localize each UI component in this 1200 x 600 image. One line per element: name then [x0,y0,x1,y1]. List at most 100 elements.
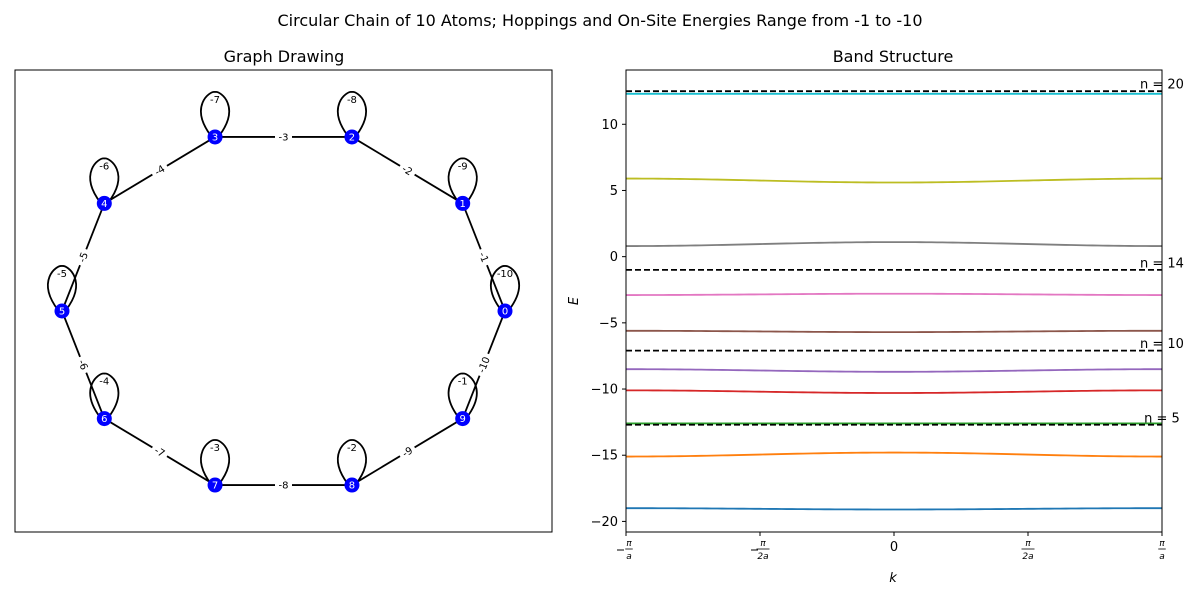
edge-label-bg [396,159,419,180]
onsite-label-6: -4 [99,377,109,388]
node-label-6: 6 [101,414,107,425]
edge-label-bg [149,441,171,462]
onsite-labels: -10 -9 -8 -7 -6 -5 -4 -3 -2 -1 [57,95,513,454]
band-panel: Band Structure n = 20n = 14n = 10n = 5 −… [567,47,1184,586]
edge-label-0-1: -1 [475,246,494,268]
node-7 [207,477,223,493]
threshold-lines: n = 20n = 14n = 10n = 5 [626,78,1184,426]
self-loop-7 [200,439,231,485]
tick-numerator: π [626,539,632,549]
onsite-label-8: -2 [347,443,357,454]
edge-label-text: -9 [401,445,415,460]
edge-label-bg [74,354,93,375]
onsite-label-7: -3 [210,443,220,454]
band-line-6 [626,292,1162,296]
node-3 [207,129,223,145]
self-loop-1 [447,157,478,203]
self-loops [47,91,520,485]
y-axis-label: E [567,296,582,305]
self-loop-4 [89,157,120,203]
tick-numerator: π [760,539,766,549]
edge-label-text: -4 [153,164,167,179]
edge-label-2-3: -3 [275,129,292,143]
tick-denominator: 2a [1022,552,1033,562]
band-line-5 [626,329,1162,334]
x-tick-label: 0 [890,540,898,555]
self-loop-0 [490,265,520,311]
onsite-label-5: -5 [57,269,67,280]
y-tick-label: −5 [599,316,618,331]
onsite-label-4: -6 [99,161,109,172]
edge-label-8-9: -9 [396,441,418,462]
graph-edges [61,136,506,486]
edge-label-1-2: -2 [396,159,419,180]
node-label-5: 5 [59,307,65,318]
edge-label-bg [475,246,494,268]
edge-label-bg [396,441,418,462]
edge-label-text: -6 [75,358,89,371]
y-tick-label: 0 [610,250,618,265]
y-tick-label: 10 [601,118,618,133]
edge-label-text: -2 [400,164,414,179]
x-tick-label: π 2a [750,539,770,562]
edge-label-text: -5 [77,251,91,264]
tick-numerator: π [1159,539,1165,549]
node-0 [497,303,513,319]
x-tick-label: πa [617,539,633,562]
edge-label-text: -8 [279,481,289,492]
edge-label-bg [73,246,92,268]
y-tick-label: −15 [591,449,618,464]
self-loop-5 [47,265,77,311]
node-1 [455,195,471,211]
edge-label-4-5: -5 [73,246,92,268]
tick-denominator: a [626,552,632,562]
node-2 [344,129,360,145]
graph-frame [14,69,553,533]
x-axis-label: k [889,571,897,586]
band-line-4 [626,368,1162,373]
node-label-9: 9 [460,414,466,425]
self-loop-2 [336,91,367,137]
self-loop-8 [336,439,367,485]
band-line-7 [626,241,1162,247]
onsite-label-0: -10 [497,269,513,280]
band-line-0 [626,507,1162,511]
node-9 [455,411,471,427]
figure-suptitle: Circular Chain of 10 Atoms; Hoppings and… [277,11,922,30]
node-label-1: 1 [460,199,466,210]
graph-panel: Graph Drawing -1 -2 -3 -4 -5 -6 -7 -8 -9 -10 0 1 2 3… [14,47,553,533]
band-plot-frame [625,69,1163,533]
edge-label-text: -3 [279,132,289,143]
edge-label-6-7: -7 [149,441,171,462]
node-label-4: 4 [101,199,107,210]
band-title: Band Structure [833,47,954,66]
edge-label-bg [275,478,292,492]
edge-label-3-4: -4 [148,159,171,180]
band-line-8 [626,177,1162,184]
y-tick-label: −10 [591,383,618,398]
onsite-label-3: -7 [210,95,220,106]
onsite-label-9: -1 [458,377,468,388]
graph-title: Graph Drawing [224,47,345,66]
node-5 [54,303,70,319]
edge-label-bg [473,351,494,378]
edge-label-5-6: -6 [74,354,93,375]
band-line-1 [626,451,1162,458]
edge-label-text: -1 [476,251,490,264]
tick-numerator: π [1025,539,1031,549]
self-loop-9 [447,372,478,419]
self-loop-6 [89,372,120,419]
x-tick-label: πa [1158,539,1166,562]
node-label-3: 3 [212,133,218,144]
edge-label-9-0: -10 [473,351,494,378]
node-label-8: 8 [349,481,355,492]
y-tick-label: −20 [591,515,618,530]
onsite-label-1: -9 [458,161,468,172]
edge-label-text: -7 [152,445,166,460]
onsite-label-2: -8 [347,95,357,106]
self-loop-3 [200,91,231,137]
edge-label-bg [148,159,171,180]
node-6 [96,411,112,427]
node-4 [96,195,112,211]
